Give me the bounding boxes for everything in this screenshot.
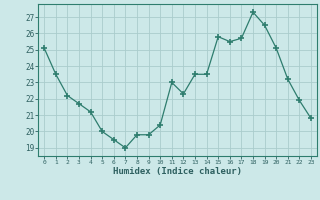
X-axis label: Humidex (Indice chaleur): Humidex (Indice chaleur) [113,167,242,176]
